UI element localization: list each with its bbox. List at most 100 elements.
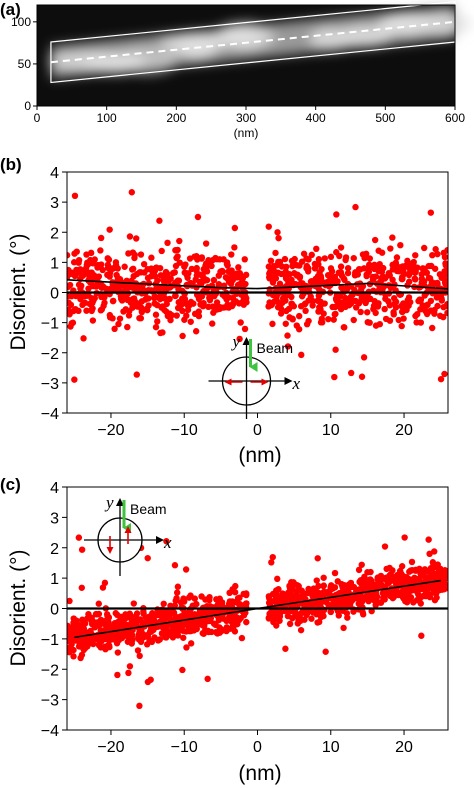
data-point bbox=[399, 273, 406, 281]
data-point bbox=[428, 262, 435, 270]
rod-bright-spot bbox=[338, 25, 392, 48]
data-point bbox=[104, 261, 112, 269]
data-point bbox=[75, 259, 82, 266]
data-point bbox=[195, 295, 203, 303]
panel-b-ylabel: Disorient. (°) bbox=[7, 234, 30, 351]
data-point bbox=[191, 310, 199, 318]
data-point bbox=[332, 346, 339, 353]
data-point bbox=[282, 320, 289, 327]
data-point bbox=[145, 614, 152, 621]
data-point bbox=[135, 636, 143, 643]
data-point bbox=[269, 590, 277, 598]
data-point bbox=[137, 251, 145, 258]
data-point bbox=[381, 543, 389, 550]
data-point bbox=[87, 249, 95, 257]
data-point bbox=[395, 591, 403, 598]
data-point bbox=[174, 632, 182, 639]
data-point bbox=[208, 262, 215, 270]
data-point bbox=[269, 279, 277, 286]
data-point bbox=[295, 312, 303, 320]
data-point bbox=[293, 588, 300, 595]
data-point bbox=[415, 575, 423, 582]
data-point bbox=[181, 295, 189, 303]
data-point bbox=[389, 234, 396, 241]
data-point bbox=[302, 307, 309, 315]
data-point bbox=[350, 254, 357, 262]
data-point bbox=[70, 646, 77, 654]
panel-c-ylabel: Disorient. (°) bbox=[7, 550, 30, 667]
data-point bbox=[134, 303, 141, 310]
data-point bbox=[304, 268, 312, 275]
data-point bbox=[367, 568, 374, 576]
data-point bbox=[417, 319, 425, 326]
data-point bbox=[202, 240, 210, 247]
data-point bbox=[288, 300, 296, 308]
data-point bbox=[236, 335, 243, 343]
x-tick-label: 500 bbox=[375, 111, 395, 125]
data-point bbox=[301, 301, 308, 308]
data-point bbox=[157, 329, 164, 337]
beam-label: Beam bbox=[130, 501, 167, 517]
data-point bbox=[325, 315, 332, 323]
x-tick-label: 0 bbox=[34, 111, 41, 125]
data-point bbox=[177, 301, 185, 309]
data-point bbox=[134, 647, 142, 654]
data-point bbox=[277, 310, 285, 317]
data-point bbox=[400, 300, 407, 307]
data-point bbox=[395, 268, 403, 275]
data-point bbox=[171, 292, 179, 300]
data-point bbox=[67, 597, 73, 605]
data-point bbox=[352, 203, 359, 211]
data-point bbox=[444, 309, 448, 317]
data-point bbox=[422, 592, 430, 600]
data-point bbox=[105, 637, 113, 644]
data-point bbox=[78, 546, 86, 553]
data-point bbox=[332, 310, 339, 318]
data-point bbox=[266, 273, 273, 281]
data-point bbox=[140, 260, 148, 268]
data-point bbox=[241, 325, 249, 333]
data-point bbox=[356, 595, 363, 603]
panel-a-axes: 0 100 200 300 400 500 600 0 50 100 bbox=[11, 4, 465, 125]
data-point bbox=[429, 282, 436, 289]
data-point bbox=[131, 617, 139, 624]
data-point bbox=[200, 276, 207, 283]
data-point bbox=[71, 376, 78, 383]
data-point bbox=[344, 299, 351, 307]
data-point bbox=[173, 312, 180, 319]
data-point bbox=[286, 271, 293, 278]
data-point bbox=[389, 577, 397, 584]
data-point bbox=[273, 261, 281, 269]
data-point bbox=[285, 589, 292, 596]
data-point bbox=[420, 244, 428, 252]
data-point bbox=[227, 277, 235, 284]
data-point bbox=[387, 245, 394, 252]
data-point bbox=[340, 624, 347, 632]
data-point bbox=[137, 269, 145, 276]
data-point bbox=[375, 267, 382, 275]
data-point bbox=[231, 589, 239, 596]
data-point bbox=[336, 299, 344, 306]
data-point bbox=[75, 534, 83, 541]
data-point bbox=[441, 253, 448, 261]
data-point bbox=[412, 567, 419, 574]
data-point bbox=[229, 622, 237, 629]
data-point bbox=[173, 254, 180, 262]
x-tick-label: 10 bbox=[322, 422, 340, 439]
data-point bbox=[359, 251, 367, 258]
data-point bbox=[334, 578, 341, 585]
data-point bbox=[242, 293, 249, 300]
data-point bbox=[97, 307, 105, 314]
data-point bbox=[431, 596, 439, 604]
data-point bbox=[77, 266, 84, 273]
data-point bbox=[292, 612, 299, 620]
data-point bbox=[407, 268, 415, 276]
data-point bbox=[274, 304, 282, 311]
data-point bbox=[395, 316, 402, 324]
data-point bbox=[186, 255, 194, 262]
data-point bbox=[194, 213, 202, 221]
data-point bbox=[437, 375, 445, 383]
y-tick-label: −3 bbox=[41, 693, 59, 710]
